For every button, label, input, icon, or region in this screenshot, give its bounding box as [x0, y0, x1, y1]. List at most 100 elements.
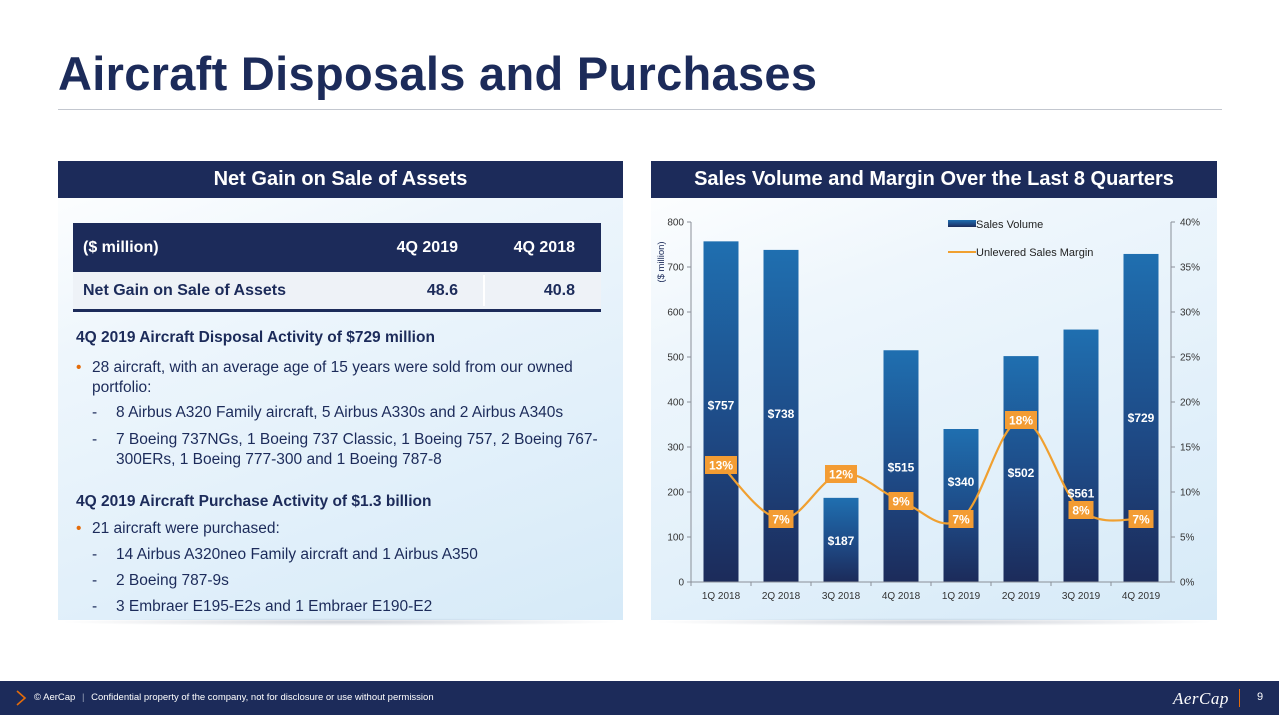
- y2-tick-label: 5%: [1180, 533, 1195, 544]
- purchase-item-1: - 14 Airbus A320neo Family aircraft and …: [92, 545, 602, 565]
- margin-value-label: 7%: [1132, 513, 1150, 527]
- table-header-4q2018: 4Q 2018: [513, 238, 575, 256]
- disposal-item-2-text: 7 Boeing 737NGs, 1 Boeing 737 Classic, 1…: [116, 431, 598, 468]
- page-number: 9: [1257, 691, 1264, 703]
- margin-value-label: 8%: [1072, 504, 1090, 518]
- margin-value-label: 7%: [952, 513, 970, 527]
- net-gain-table: ($ million) 4Q 2019 4Q 2018 Net Gain on …: [73, 223, 601, 312]
- bar-value-label: $738: [768, 407, 795, 421]
- dash-icon: -: [92, 572, 98, 589]
- purchase-item-2: - 2 Boeing 787-9s: [92, 571, 602, 591]
- x-tick-label: 4Q 2018: [882, 591, 921, 602]
- bar-value-label: $502: [1008, 466, 1035, 480]
- y-tick-label: 800: [667, 218, 684, 229]
- y-tick-label: 0: [678, 578, 684, 589]
- purchase-activity-title: 4Q 2019 Aircraft Purchase Activity of $1…: [76, 493, 432, 510]
- margin-value-label: 13%: [709, 459, 733, 473]
- bar-value-label: $340: [948, 475, 975, 489]
- y-tick-label: 400: [667, 398, 684, 409]
- footer-notice: Confidential property of the company, no…: [91, 692, 434, 703]
- bullet-icon: •: [76, 520, 82, 537]
- table-cell-divider: [483, 275, 485, 306]
- disposal-item-2: - 7 Boeing 737NGs, 1 Boeing 737 Classic,…: [92, 430, 602, 470]
- bullet-icon: •: [76, 359, 82, 376]
- table-row: Net Gain on Sale of Assets 48.6 40.8: [73, 272, 601, 312]
- net-gain-panel: Net Gain on Sale of Assets ($ million) 4…: [58, 161, 623, 620]
- y2-tick-label: 30%: [1180, 308, 1200, 319]
- table-header-unit: ($ million): [83, 238, 159, 256]
- disposal-bullet: • 28 aircraft, with an average age of 15…: [76, 358, 606, 398]
- x-tick-label: 3Q 2019: [1062, 591, 1101, 602]
- footer-copyright: © AerCap | Confidential property of the …: [34, 692, 434, 703]
- footer-logo-divider: [1239, 689, 1240, 707]
- legend-sales-volume-label: Sales Volume: [976, 219, 1043, 231]
- bar-value-label: $515: [888, 460, 915, 474]
- x-tick-label: 1Q 2019: [942, 591, 981, 602]
- panel-shadow: [58, 618, 623, 626]
- net-gain-panel-heading: Net Gain on Sale of Assets: [58, 161, 623, 198]
- x-tick-label: 1Q 2018: [702, 591, 741, 602]
- margin-value-label: 9%: [892, 495, 910, 509]
- bar-value-label: $187: [828, 534, 855, 548]
- purchase-item-3: - 3 Embraer E195-E2s and 1 Embraer E190-…: [92, 597, 602, 617]
- y-tick-label: 700: [667, 263, 684, 274]
- page-title: Aircraft Disposals and Purchases: [58, 47, 818, 100]
- y2-tick-label: 0%: [1180, 578, 1195, 589]
- purchase-bullet-text: 21 aircraft were purchased:: [92, 520, 280, 537]
- table-header-row: ($ million) 4Q 2019 4Q 2018: [73, 223, 601, 272]
- dash-icon: -: [92, 404, 98, 421]
- x-tick-label: 4Q 2019: [1122, 591, 1161, 602]
- sales-volume-bar: [883, 350, 919, 582]
- table-row-label: Net Gain on Sale of Assets: [83, 281, 287, 299]
- y2-tick-label: 15%: [1180, 443, 1200, 454]
- margin-value-label: 12%: [829, 468, 853, 482]
- legend-sales-volume-swatch: [948, 220, 976, 227]
- disposal-bullet-text: 28 aircraft, with an average age of 15 y…: [92, 359, 573, 396]
- purchase-bullet: • 21 aircraft were purchased:: [76, 519, 606, 539]
- dash-icon: -: [92, 546, 98, 563]
- sales-volume-chart: $757 $738 $187 $515 $340 $502 $561 $729 13% 7% 12%…: [656, 218, 1200, 603]
- aercap-logo: AerCap: [1173, 689, 1229, 708]
- sales-volume-bar: [823, 497, 859, 582]
- margin-label-box: [1068, 501, 1094, 519]
- margin-label-box: [1128, 510, 1154, 528]
- y2-tick-label: 20%: [1180, 398, 1200, 409]
- y-tick-label: 300: [667, 443, 684, 454]
- margin-label-box: [1005, 411, 1037, 429]
- footer-bar: © AerCap | Confidential property of the …: [0, 681, 1279, 715]
- panel-shadow: [651, 618, 1217, 626]
- disposal-item-1-text: 8 Airbus A320 Family aircraft, 5 Airbus …: [116, 404, 564, 421]
- margin-label-box: [888, 492, 914, 510]
- y-axis-title: ($ million): [656, 241, 667, 282]
- margin-label-box: [768, 510, 794, 528]
- footer-copyright-text: © AerCap: [34, 692, 76, 703]
- dash-icon: -: [92, 598, 98, 615]
- sales-volume-bar: [1003, 356, 1039, 582]
- x-tick-label: 2Q 2018: [762, 591, 801, 602]
- y2-tick-label: 10%: [1180, 488, 1200, 499]
- margin-label-box: [948, 510, 974, 528]
- x-tick-label: 2Q 2019: [1002, 591, 1041, 602]
- legend-margin-label: Unlevered Sales Margin: [976, 247, 1093, 259]
- margin-value-label: 7%: [772, 513, 790, 527]
- y2-tick-label: 40%: [1180, 218, 1200, 229]
- sales-volume-bar: [703, 241, 739, 582]
- table-header-4q2019: 4Q 2019: [396, 238, 458, 256]
- bar-value-label: $757: [708, 398, 735, 412]
- purchase-item-2-text: 2 Boeing 787-9s: [116, 572, 229, 589]
- disposal-item-1: - 8 Airbus A320 Family aircraft, 5 Airbu…: [92, 403, 602, 423]
- x-tick-label: 3Q 2018: [822, 591, 861, 602]
- chevron-right-icon: [16, 690, 27, 706]
- y-tick-label: 100: [667, 533, 684, 544]
- table-cell-4q2018: 40.8: [543, 281, 575, 299]
- y2-tick-label: 35%: [1180, 263, 1200, 274]
- purchase-item-3-text: 3 Embraer E195-E2s and 1 Embraer E190-E2: [116, 598, 433, 615]
- footer-divider: |: [81, 692, 85, 703]
- title-divider: [58, 109, 1222, 110]
- margin-label-box: [705, 456, 737, 474]
- y-tick-label: 500: [667, 353, 684, 364]
- bar-value-label: $561: [1068, 487, 1095, 501]
- margin-value-label: 18%: [1009, 414, 1033, 428]
- purchase-item-1-text: 14 Airbus A320neo Family aircraft and 1 …: [116, 546, 478, 563]
- bar-value-label: $729: [1128, 411, 1155, 425]
